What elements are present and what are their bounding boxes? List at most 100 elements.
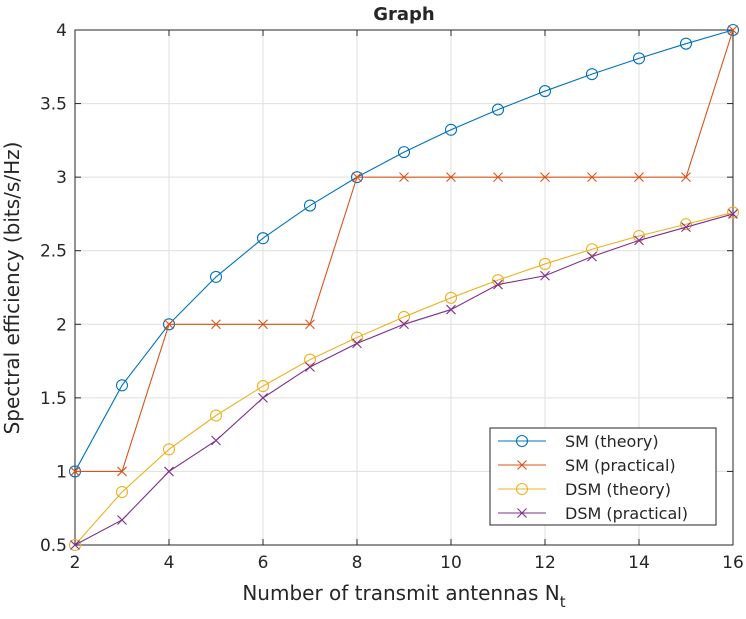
data-point xyxy=(352,172,362,183)
data-point xyxy=(303,199,317,212)
data-point xyxy=(726,23,740,37)
data-point xyxy=(164,466,174,477)
legend-label: SM (practical) xyxy=(565,456,676,475)
x-axis-label-text: Number of transmit antennas N xyxy=(242,581,559,605)
legend-item: SM (theory) xyxy=(498,432,659,451)
data-point xyxy=(258,319,268,330)
legend-label: DSM (theory) xyxy=(565,480,671,499)
x-axis-label-subscript: t xyxy=(560,593,566,611)
y-tick-label: 2 xyxy=(56,315,67,335)
data-point xyxy=(587,172,597,183)
data-point xyxy=(726,206,740,219)
series-dsm-practical xyxy=(70,209,738,550)
data-point xyxy=(117,515,127,525)
data-point xyxy=(540,172,550,183)
data-point xyxy=(540,270,550,281)
data-point xyxy=(632,229,646,243)
legend-marker xyxy=(515,482,529,496)
data-point xyxy=(209,270,223,283)
x-axis-label: Number of transmit antennas Nt xyxy=(242,581,565,611)
legend-marker xyxy=(517,508,527,518)
data-point xyxy=(538,85,552,98)
data-point xyxy=(493,279,503,290)
series-line xyxy=(74,29,734,472)
series-line xyxy=(74,211,734,546)
data-point xyxy=(117,466,127,477)
data-point xyxy=(728,25,738,35)
data-point xyxy=(585,243,599,256)
data-point xyxy=(305,319,315,330)
y-tick-label: 1 xyxy=(56,462,67,482)
x-tick-label: 16 xyxy=(722,553,744,573)
y-tick-label: 4 xyxy=(56,21,67,41)
x-tick-label: 8 xyxy=(352,553,363,573)
data-point xyxy=(397,310,411,323)
data-point xyxy=(679,37,693,50)
data-point xyxy=(538,257,552,271)
data-point xyxy=(679,218,693,231)
plot-frame xyxy=(74,29,734,546)
data-point xyxy=(164,319,174,330)
data-point xyxy=(444,123,458,136)
y-tick-label: 1.5 xyxy=(40,389,67,409)
y-tick-label: 0.5 xyxy=(40,536,67,556)
data-point xyxy=(585,68,599,81)
data-point xyxy=(446,172,456,183)
data-point xyxy=(681,222,691,233)
series-layer xyxy=(68,23,740,552)
legend-marker xyxy=(515,434,529,448)
data-point xyxy=(256,232,270,245)
x-tick-label: 14 xyxy=(628,553,650,573)
data-point xyxy=(211,319,221,330)
x-tick-label: 4 xyxy=(164,553,175,573)
data-point xyxy=(728,209,738,219)
data-point xyxy=(305,362,315,372)
x-tick-label: 6 xyxy=(258,553,269,573)
legend-item: DSM (practical) xyxy=(498,504,688,523)
data-point xyxy=(493,172,503,183)
data-point xyxy=(681,172,691,183)
data-point xyxy=(634,235,644,246)
data-point xyxy=(209,409,223,422)
data-point xyxy=(632,52,646,65)
series-sm-theory xyxy=(68,23,740,478)
legend-label: SM (theory) xyxy=(565,432,659,451)
y-tick-label: 2.5 xyxy=(40,242,67,262)
data-point xyxy=(115,379,129,392)
series-sm-practical xyxy=(70,25,738,477)
legend: SM (theory) SM (practical) DSM (theory) DSM… xyxy=(489,427,717,526)
data-point xyxy=(303,353,317,366)
data-point xyxy=(397,146,411,159)
y-axis-label: Spectral efficiency (bits/s/Hz) xyxy=(0,142,24,435)
data-point xyxy=(70,466,80,477)
y-tick-label: 3 xyxy=(56,168,67,188)
data-point xyxy=(352,338,362,349)
data-point xyxy=(446,304,456,315)
data-point xyxy=(68,538,82,552)
legend-marker xyxy=(517,460,527,470)
data-point xyxy=(258,392,268,403)
data-point xyxy=(162,443,176,456)
y-tick-label: 3.5 xyxy=(40,95,67,115)
x-tick-label: 2 xyxy=(70,553,81,573)
legend-label: DSM (practical) xyxy=(565,504,688,523)
x-tick-label: 10 xyxy=(440,553,462,573)
legend-box xyxy=(489,427,717,526)
data-point xyxy=(491,274,505,287)
data-point xyxy=(256,380,270,393)
data-point xyxy=(399,319,409,330)
axis-ticks: 2 4 6 8 10 12 14 16 0.5 1 1.5 2 2.5 3 3.5 4 xyxy=(40,21,744,573)
data-point xyxy=(399,172,409,183)
data-point xyxy=(587,251,597,262)
data-point xyxy=(211,435,221,446)
data-point xyxy=(491,103,505,116)
legend-item: DSM (theory) xyxy=(498,480,671,499)
data-point xyxy=(634,172,644,183)
x-tick-label: 12 xyxy=(534,553,556,573)
chart-title: Graph xyxy=(373,4,435,25)
series-dsm-theory xyxy=(68,206,740,552)
legend-item: SM (practical) xyxy=(498,456,676,475)
data-point xyxy=(70,540,80,550)
